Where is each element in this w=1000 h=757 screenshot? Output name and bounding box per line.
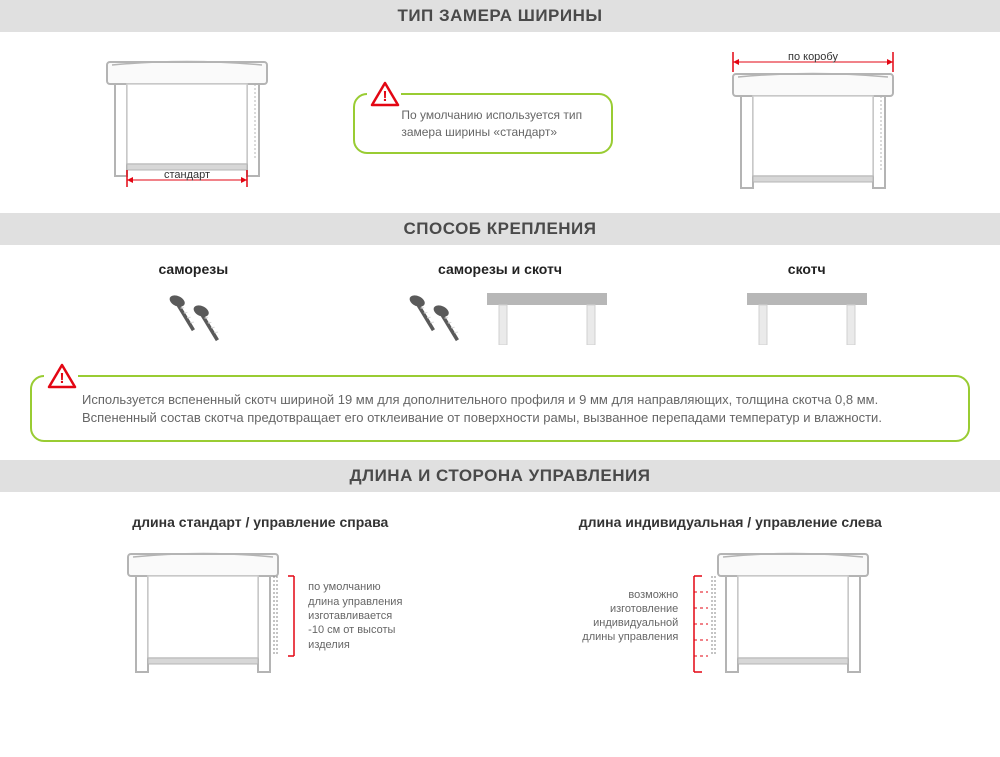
mount-media-tape (653, 289, 960, 345)
mount-label: саморезы (40, 261, 347, 277)
blind-diagram-control-left (688, 546, 878, 686)
width-callout-text: По умолчанию используется тип замера шир… (401, 108, 582, 138)
mount-col-screws: саморезы (40, 261, 347, 345)
mount-col-both: саморезы и скотч (347, 261, 654, 345)
control-col-right: длина стандарт / управление справа по ум… (118, 514, 402, 686)
screws-icon (393, 289, 473, 345)
mount-col-tape: скотч (653, 261, 960, 345)
section-header-mounting: СПОСОБ КРЕПЛЕНИЯ (0, 213, 1000, 245)
warning-icon: ! (367, 81, 401, 111)
tape-icon (747, 289, 867, 345)
mounting-row: саморезы саморезы и скотч (0, 257, 1000, 365)
control-row: длина стандарт / управление справа по ум… (0, 504, 1000, 706)
control-col-left: длина индивидуальная / управление слева … (579, 514, 882, 686)
tape-icon (487, 289, 607, 345)
mount-media-screws (40, 289, 347, 345)
width-cell-standard: стандарт (30, 52, 343, 195)
blind-diagram-control-right (118, 546, 298, 686)
section-header-control: ДЛИНА И СТОРОНА УПРАВЛЕНИЯ (0, 460, 1000, 492)
blind-diagram-box: по коробу (723, 52, 903, 195)
svg-text:!: ! (60, 370, 65, 387)
mount-media-both (347, 289, 654, 345)
control-title-right: длина стандарт / управление справа (132, 514, 388, 530)
width-callout-cell: ! По умолчанию используется тип замера ш… (343, 93, 656, 153)
dim-label-standard: стандарт (164, 169, 210, 181)
mount-label: саморезы и скотч (347, 261, 654, 277)
control-note-left: возможно изготовление индивидуальной дли… (582, 588, 678, 645)
svg-text:!: ! (383, 88, 388, 105)
width-row: стандарт ! По умолчанию используется тип… (0, 44, 1000, 213)
blind-diagram-standard: стандарт (97, 52, 277, 195)
control-title-left: длина индивидуальная / управление слева (579, 514, 882, 530)
control-note-right: по умолчанию длина управления изготавлив… (308, 580, 402, 651)
width-cell-box: по коробу (657, 52, 970, 195)
screws-icon (153, 289, 233, 345)
dim-label-box: по коробу (788, 52, 838, 63)
warning-icon: ! (44, 363, 78, 393)
section-header-width: ТИП ЗАМЕРА ШИРИНЫ (0, 0, 1000, 32)
width-callout: ! По умолчанию используется тип замера ш… (353, 93, 613, 153)
mount-label: скотч (653, 261, 960, 277)
mounting-callout: ! Используется вспененный скотч шириной … (30, 375, 970, 442)
mounting-callout-text: Используется вспененный скотч шириной 19… (82, 392, 882, 425)
